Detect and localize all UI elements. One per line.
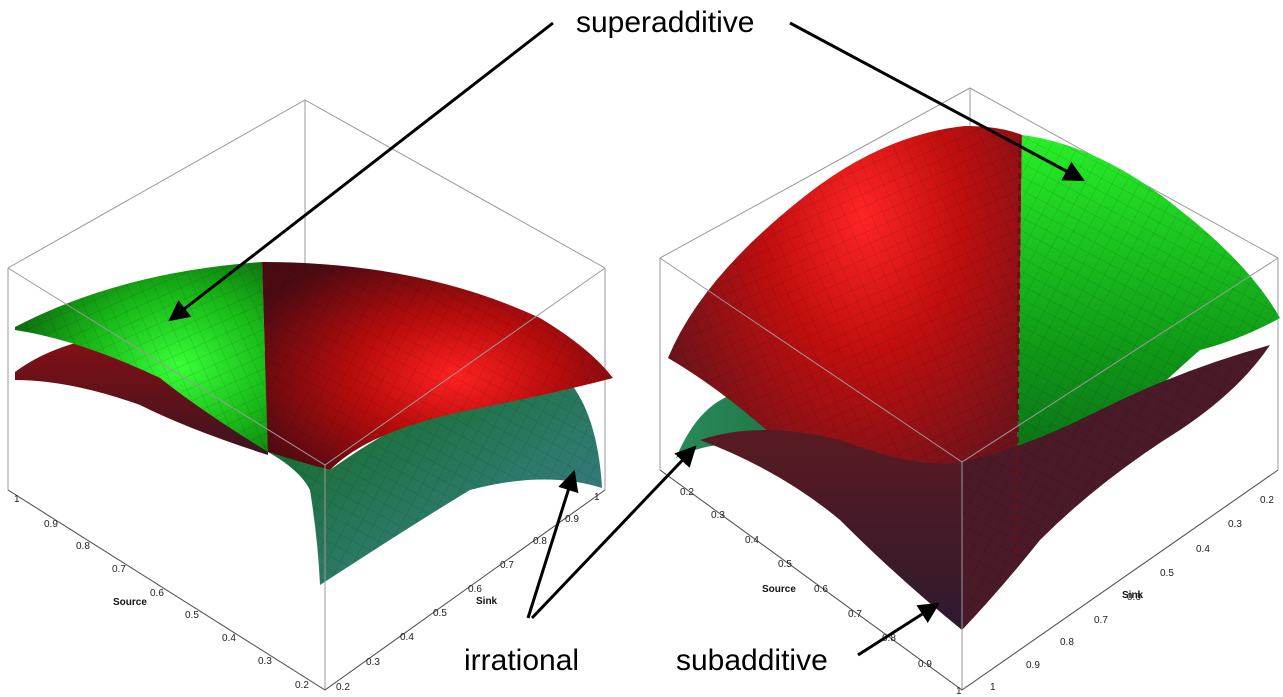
left-sink-tick: 1 — [594, 492, 600, 503]
irrational-arrow-left — [526, 469, 579, 619]
right-sink-axis-title: Sink — [1122, 590, 1144, 601]
left-sink-tick: 0.9 — [565, 514, 579, 525]
left-sink-tick: 0.8 — [533, 536, 547, 547]
right-source-tick: 0.9 — [918, 659, 932, 670]
right-source-tick: 0.8 — [882, 633, 896, 644]
right-sink-tick: 0.4 — [1196, 544, 1210, 555]
left-source-tick: 0.2 — [295, 680, 309, 691]
left-sink-tick: 0.3 — [366, 657, 380, 668]
right-ridge-seam — [1014, 139, 1022, 561]
left-subadditive-mesh — [262, 262, 613, 470]
right-sink-tick: 0.5 — [1160, 568, 1174, 579]
right-sink-tick: 0.2 — [1260, 495, 1274, 506]
subadditive-label: subadditive — [676, 644, 828, 677]
right-source-tick: 0.6 — [814, 584, 828, 595]
irrational-arrow-right — [530, 445, 697, 620]
right-source-axis-title: Source — [762, 584, 796, 595]
right-subadditive-surface — [700, 430, 962, 630]
superadditive-arrow-left — [168, 21, 554, 322]
right-sink-tick: 0.7 — [1094, 615, 1108, 626]
right-sink-tick: 0.3 — [1228, 519, 1242, 530]
left-source-axis-title: Source — [113, 597, 147, 608]
right-source-tick: 0.3 — [711, 510, 725, 521]
left-irrational-mesh — [268, 383, 602, 585]
right-sink-tick: 1 — [990, 682, 996, 693]
right-source-tick: 0.2 — [680, 487, 694, 498]
left-sink-tick: 0.7 — [500, 560, 514, 571]
subadditive-arrow — [857, 602, 940, 657]
left-source-tick: 0.8 — [76, 541, 90, 552]
right-surface-plot: 0.2 0.3 0.4 0.5 0.6 0.7 0.8 0.9 1 Source… — [659, 87, 1280, 697]
right-subadditive-mesh — [962, 345, 1270, 630]
right-source-axis: 0.2 0.3 0.4 0.5 0.6 0.7 0.8 0.9 1 Source — [659, 469, 963, 697]
right-source-tick: 1 — [956, 686, 962, 697]
left-source-tick: 1 — [14, 494, 20, 505]
irrational-label: irrational — [464, 644, 579, 677]
right-sink-tick: 0.8 — [1060, 637, 1074, 648]
callouts: superadditive irrational subadditive — [168, 6, 1085, 677]
right-sink-tick: 0.6 — [1127, 592, 1141, 603]
right-source-tick: 0.5 — [778, 559, 792, 570]
left-source-tick: 0.6 — [150, 588, 164, 599]
left-surface-plot: 1 0.9 0.8 0.7 0.6 0.5 0.4 0.3 0.2 Source… — [7, 99, 613, 693]
right-source-tick: 0.4 — [745, 535, 759, 546]
right-sink-tick: 0.9 — [1026, 660, 1040, 671]
left-sink-tick: 0.6 — [468, 584, 482, 595]
left-source-tick: 0.3 — [258, 656, 272, 667]
left-source-axis: 1 0.9 0.8 0.7 0.6 0.5 0.4 0.3 0.2 Source — [7, 489, 326, 691]
left-sink-axis-title: Sink — [476, 596, 498, 607]
left-source-tick: 0.5 — [185, 610, 199, 621]
left-sink-tick: 0.5 — [433, 608, 447, 619]
superadditive-arrow-right — [789, 21, 1085, 182]
left-sink-tick: 0.2 — [336, 682, 350, 693]
right-source-tick: 0.7 — [848, 609, 862, 620]
superadditive-label: superadditive — [576, 6, 754, 39]
left-source-tick: 0.4 — [222, 633, 236, 644]
right-sink-axis: 0.2 0.3 0.4 0.5 0.6 0.7 0.8 0.9 1 Sink — [961, 469, 1279, 693]
left-sink-tick: 0.4 — [400, 632, 414, 643]
left-source-tick: 0.9 — [44, 519, 58, 530]
left-superadditive-mesh — [15, 262, 268, 452]
left-source-tick: 0.7 — [112, 564, 126, 575]
